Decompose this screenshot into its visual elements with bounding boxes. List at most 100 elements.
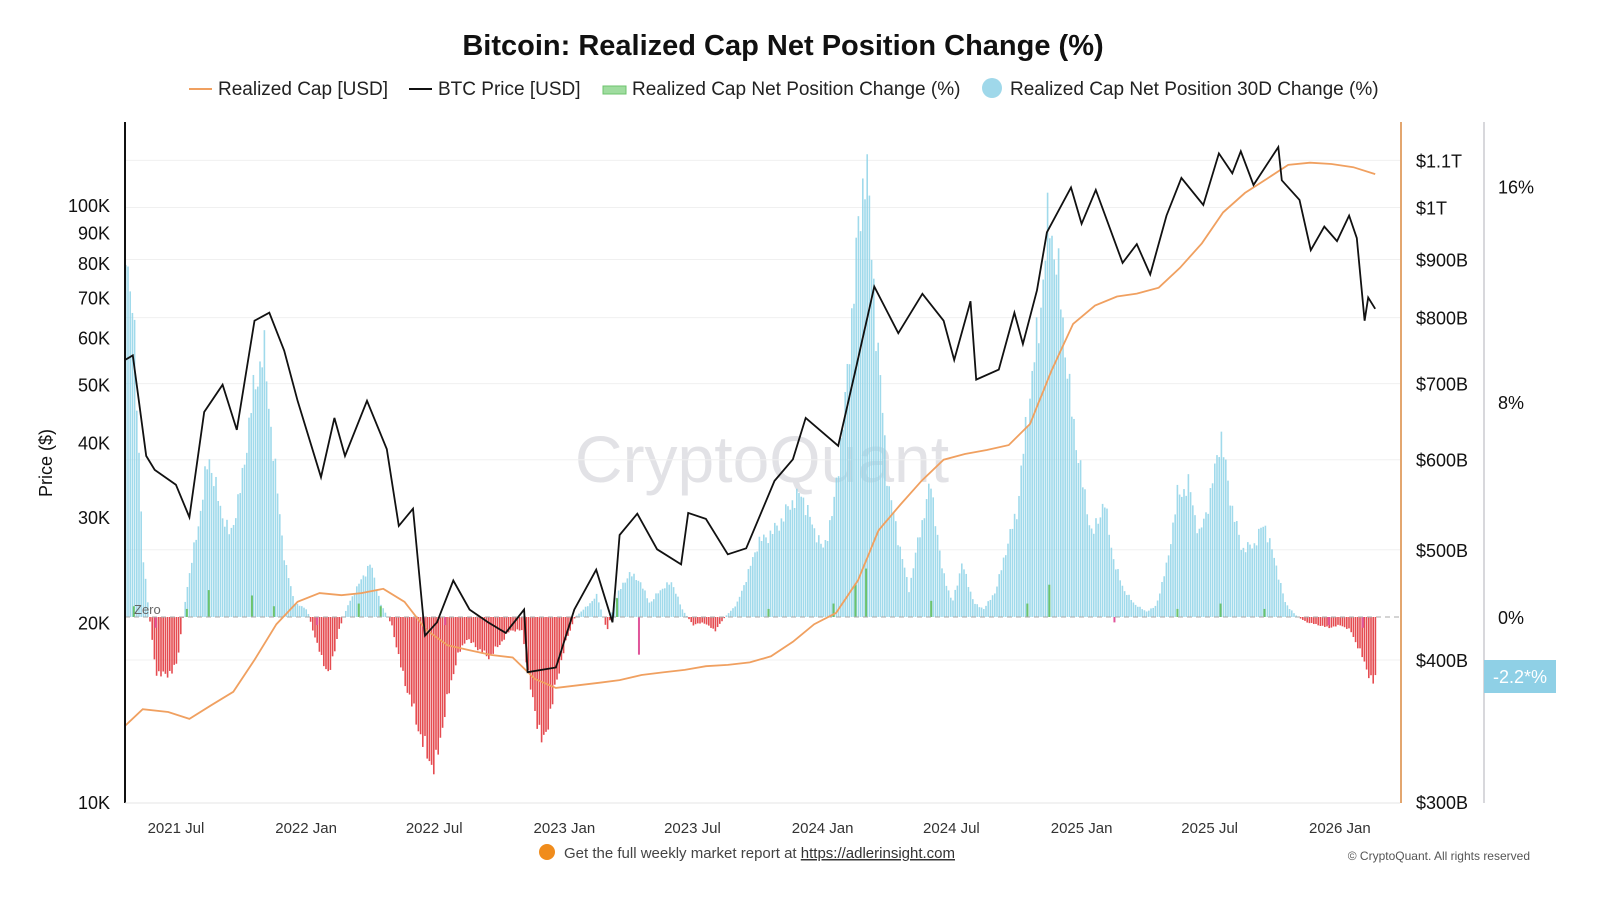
- bar-30d-change: [490, 617, 492, 654]
- bar-30d-change: [600, 609, 602, 617]
- bar-30d-change: [1311, 617, 1313, 623]
- bar-30d-change: [952, 600, 954, 617]
- realized-cap-tick-label: $400B: [1416, 651, 1468, 671]
- bar-30d-change: [983, 609, 985, 617]
- bar-30d-change: [833, 497, 835, 617]
- bar-30d-change: [1324, 617, 1326, 627]
- bar-30d-change: [356, 586, 358, 617]
- bar-30d-change: [556, 617, 558, 680]
- bar-30d-change: [169, 617, 171, 671]
- bar-30d-change: [842, 430, 844, 617]
- bar-30d-change: [224, 527, 226, 617]
- report-link[interactable]: https://adlerinsight.com: [801, 845, 955, 862]
- bar-30d-change: [578, 614, 580, 617]
- bar-30d-change: [926, 499, 928, 617]
- price-tick-label: 10K: [78, 793, 110, 813]
- bar-30d-change: [770, 531, 772, 617]
- legend-item-net-position-30d-change[interactable]: Realized Cap Net Position 30D Change (%): [982, 78, 1379, 100]
- bar-net-change: [380, 606, 382, 617]
- bar-30d-change: [1212, 483, 1214, 617]
- bar-30d-change: [950, 598, 952, 617]
- bar-30d-change: [759, 537, 761, 617]
- bar-30d-change: [521, 617, 523, 630]
- bar-30d-change: [365, 577, 367, 617]
- bar-30d-change: [954, 590, 956, 617]
- bar-30d-change: [781, 518, 783, 617]
- bar-30d-change: [717, 617, 719, 627]
- bar-30d-change: [935, 526, 937, 617]
- bar-30d-change: [242, 468, 244, 617]
- bar-30d-change: [682, 609, 684, 617]
- bar-30d-change: [789, 510, 791, 617]
- bar-30d-change: [745, 582, 747, 617]
- bar-30d-change: [1247, 542, 1249, 617]
- bar-30d-change: [992, 595, 994, 617]
- bar-30d-change: [176, 617, 178, 664]
- bar-30d-change: [1152, 608, 1154, 617]
- bar-30d-change: [633, 574, 635, 617]
- svg-text:Get the full weekly market rep: Get the full weekly market report at htt…: [564, 845, 955, 862]
- bar-30d-change: [765, 537, 767, 617]
- bar-30d-change: [756, 551, 758, 617]
- percent-tick-label: 8%: [1498, 393, 1524, 413]
- bar-30d-change: [919, 537, 921, 617]
- bar-net-change: [1026, 604, 1028, 617]
- bar-30d-change: [1240, 550, 1242, 617]
- bar-30d-change: [583, 610, 585, 617]
- bar-30d-change: [763, 535, 765, 617]
- realized-cap-tick-label: $300B: [1416, 793, 1468, 813]
- bar-30d-change: [712, 617, 714, 629]
- bar-30d-change: [1218, 457, 1220, 617]
- bar-30d-change: [407, 617, 409, 693]
- bar-30d-change: [1108, 535, 1110, 617]
- bar-30d-change: [1091, 528, 1093, 617]
- bar-30d-change: [708, 617, 710, 626]
- bar-30d-change: [268, 409, 270, 617]
- legend-item-btc-price[interactable]: BTC Price [USD]: [409, 79, 581, 100]
- bar-net-change: [358, 604, 360, 617]
- bar-30d-change: [1359, 617, 1361, 648]
- bar-30d-change: [475, 617, 477, 647]
- bar-30d-change: [151, 617, 153, 640]
- bar-30d-change: [1051, 236, 1053, 617]
- bar-30d-change: [1320, 617, 1322, 626]
- svg-text:Realized Cap [USD]: Realized Cap [USD]: [218, 79, 388, 100]
- bar-30d-change: [266, 381, 268, 617]
- bar-net-change: [1220, 604, 1222, 617]
- bar-net-change: [273, 606, 275, 617]
- bar-30d-change: [1348, 617, 1350, 628]
- bar-30d-change: [1078, 463, 1080, 617]
- bar-30d-change: [1062, 317, 1064, 617]
- bar-30d-change: [620, 589, 622, 617]
- realized-cap-tick-label: $1.1T: [1416, 151, 1462, 171]
- legend-item-realized-cap[interactable]: Realized Cap [USD]: [189, 79, 388, 100]
- bar-30d-change: [972, 599, 974, 617]
- bar-30d-change: [1331, 617, 1333, 628]
- bar-30d-change: [193, 542, 195, 617]
- bar-30d-change: [1280, 583, 1282, 617]
- legend-item-net-position-change[interactable]: Realized Cap Net Position Change (%): [603, 79, 960, 100]
- bar-30d-change: [928, 484, 930, 617]
- bar-30d-change: [937, 535, 939, 617]
- x-tick-label: 2021 Jul: [148, 820, 205, 837]
- price-tick-label: 20K: [78, 613, 110, 633]
- bar-30d-change: [803, 498, 805, 617]
- bar-30d-change: [886, 486, 888, 617]
- bar-30d-change: [246, 453, 248, 617]
- bar-30d-change: [495, 617, 497, 646]
- bar-30d-change: [796, 489, 798, 617]
- bar-30d-change: [1249, 545, 1251, 617]
- bar-30d-change: [741, 591, 743, 617]
- legend: Realized Cap [USD] BTC Price [USD] Reali…: [189, 78, 1379, 100]
- bar-30d-change: [820, 544, 822, 617]
- bar-30d-change: [1302, 617, 1304, 620]
- bar-30d-change: [1075, 450, 1077, 617]
- bar-30d-change: [959, 573, 961, 617]
- bar-30d-change: [1183, 489, 1185, 617]
- bar-30d-change: [1056, 275, 1058, 617]
- realized-cap-tick-label: $500B: [1416, 541, 1468, 561]
- bar-30d-change: [957, 586, 959, 617]
- bar-30d-change: [1205, 512, 1207, 617]
- bar-30d-change: [1278, 580, 1280, 617]
